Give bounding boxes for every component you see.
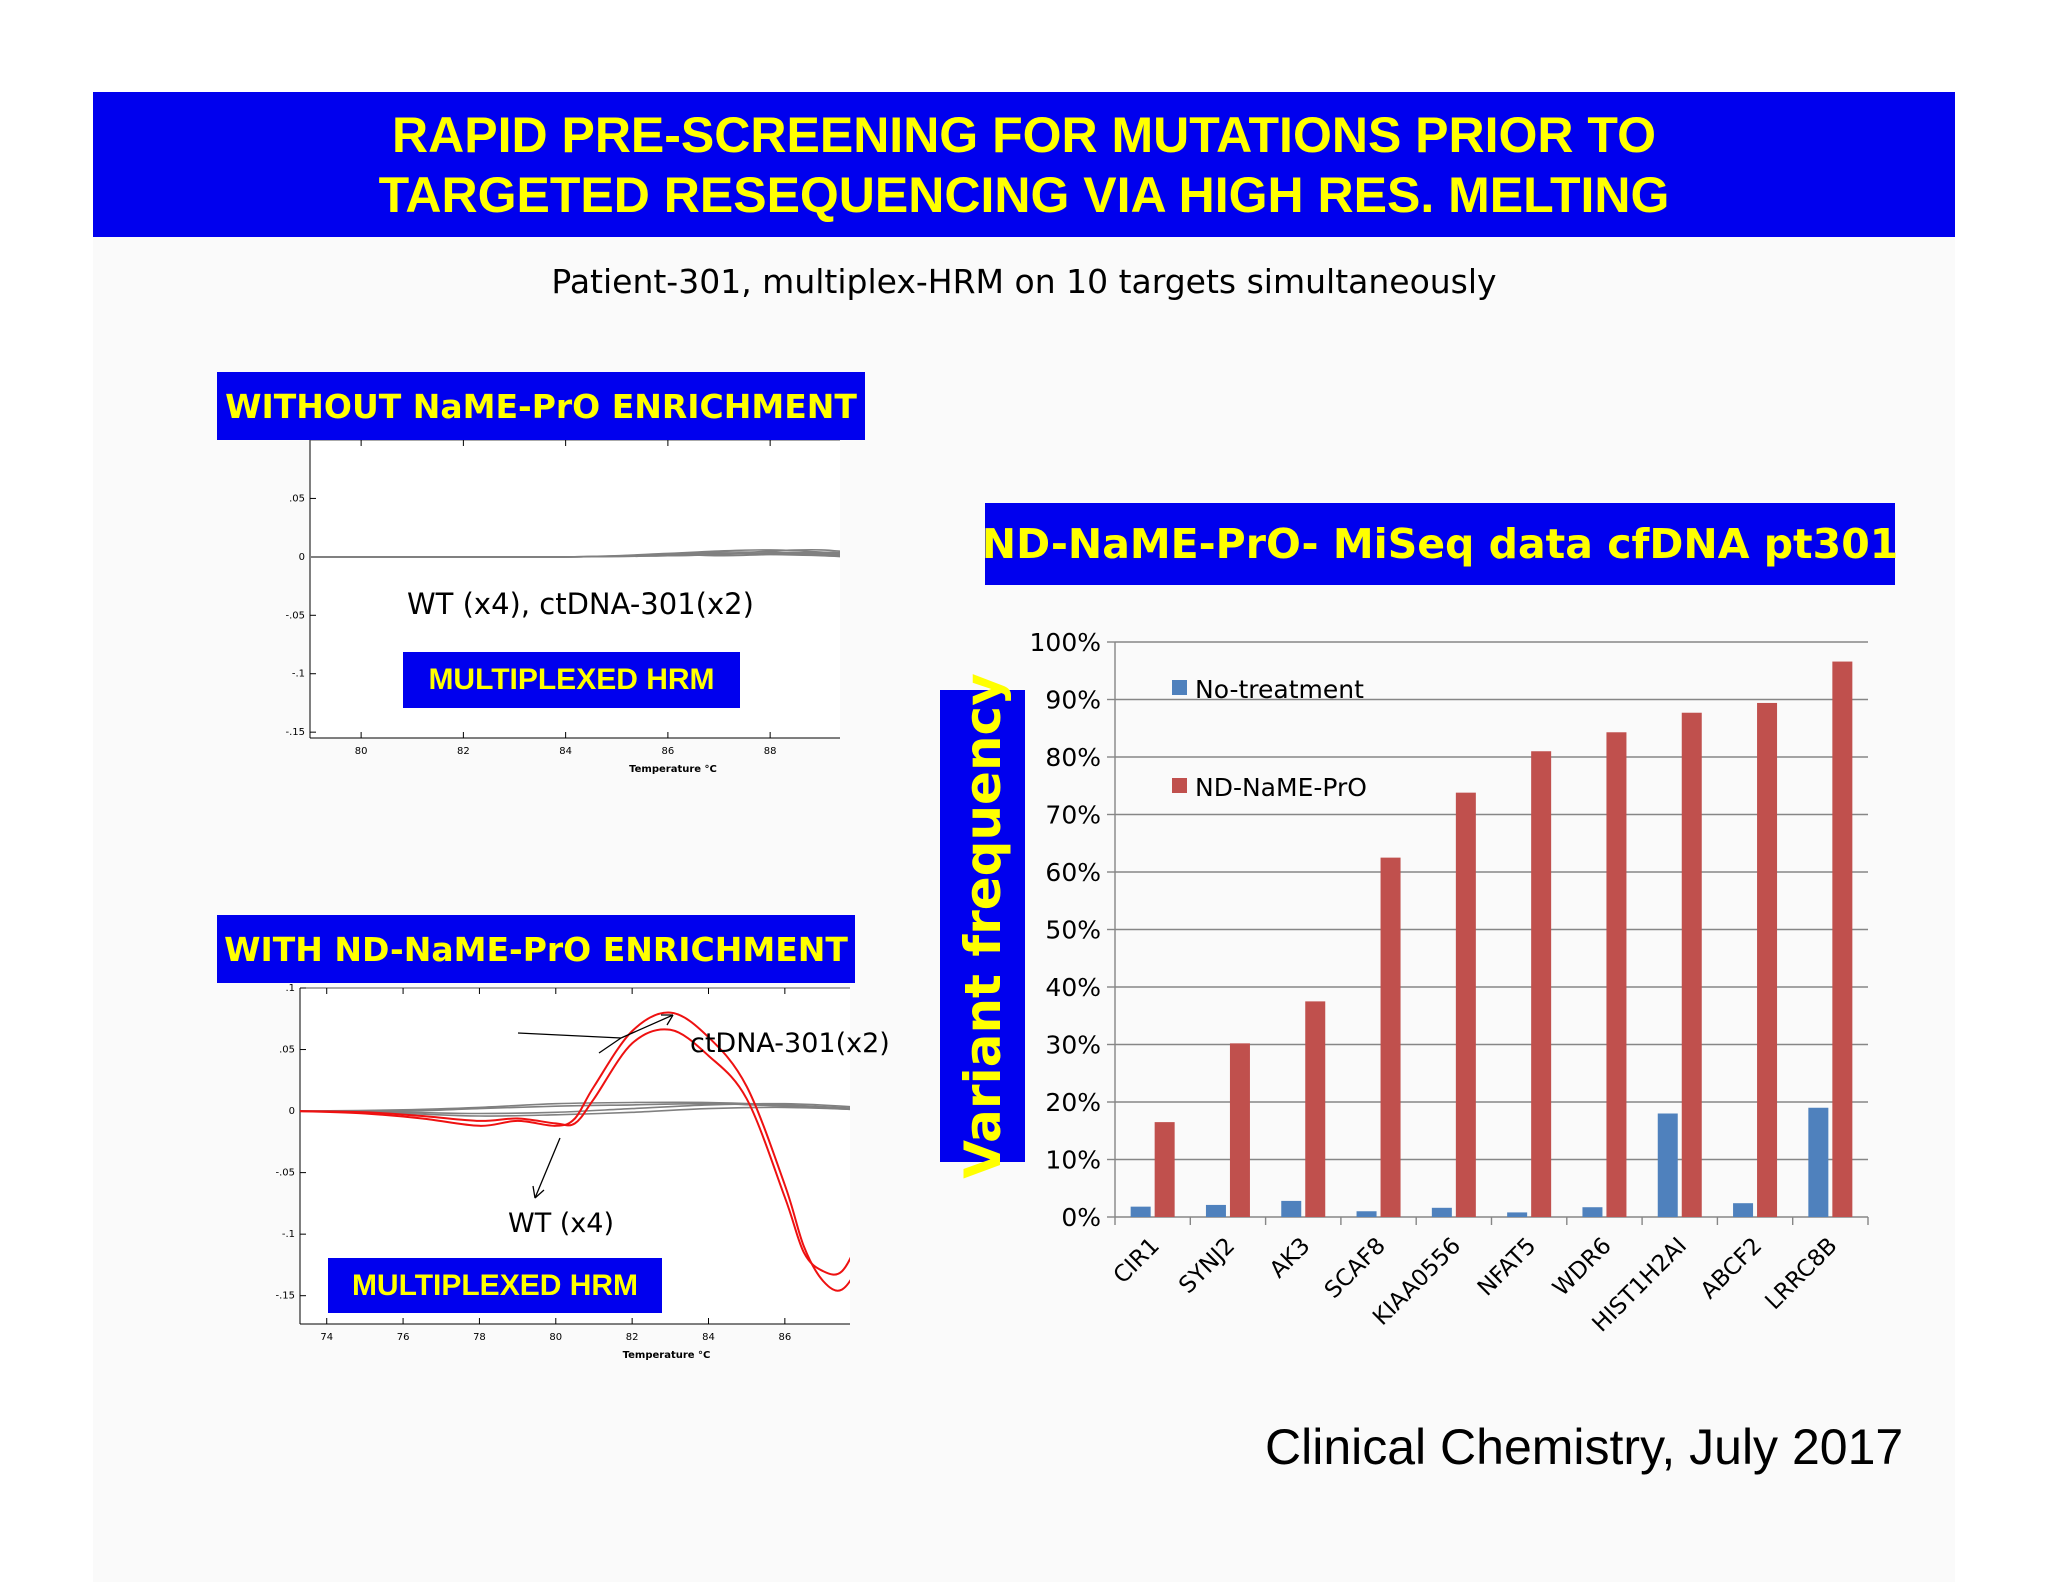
x-tick-label: 80 xyxy=(355,746,368,757)
bar-nd-name-pro-ABCF2 xyxy=(1757,702,1778,1217)
bar-nd-name-pro-AK3 xyxy=(1305,1001,1326,1217)
legend-swatch-2 xyxy=(1172,778,1187,793)
x-tick-label: 86 xyxy=(778,1332,791,1343)
x-tick-label: 76 xyxy=(397,1332,410,1343)
panel-bottom-label: WITH ND-NaME-PrO ENRICHMENT xyxy=(217,915,855,983)
panel-bottom-ct-annotation: ctDNA-301(x2) xyxy=(690,1028,890,1059)
arrow-head-1 xyxy=(661,1014,674,1026)
bar-no-treatment-AK3 xyxy=(1281,1200,1302,1217)
x-tick-label: 82 xyxy=(626,1332,639,1343)
panel-top-label: WITHOUT NaME-PrO ENRICHMENT xyxy=(217,372,865,440)
x-tick-label: NFAT5 xyxy=(1473,1233,1542,1302)
y-tick-label: 70% xyxy=(1045,801,1101,830)
y-tick-label: -.05 xyxy=(275,1168,295,1179)
y-tick-label: -.15 xyxy=(275,1291,295,1302)
arrow-line-1 xyxy=(517,1032,622,1039)
hrm-curve-1 xyxy=(299,1106,850,1117)
x-tick-label: SCAF8 xyxy=(1320,1233,1391,1304)
hrm-curve-4 xyxy=(299,1101,850,1112)
x-tick-label: 86 xyxy=(662,746,675,757)
bar-no-treatment-HIST1H2AI xyxy=(1657,1113,1678,1217)
x-tick-label: ABCF2 xyxy=(1696,1233,1767,1304)
arrow-line-3 xyxy=(598,1037,622,1054)
hrm-curve-3 xyxy=(299,1102,850,1113)
y-tick-label: 20% xyxy=(1045,1088,1101,1117)
y-tick-label: 0% xyxy=(1061,1203,1101,1232)
y-tick-label: -.15 xyxy=(285,727,305,738)
x-tick-label: 84 xyxy=(559,746,572,757)
x-axis-label: Temperature °C xyxy=(629,764,717,775)
hrm-curve-2 xyxy=(299,1102,850,1115)
panel-bottom-hrm-label: MULTIPLEXED HRM xyxy=(328,1258,662,1313)
x-tick-label: 78 xyxy=(473,1332,486,1343)
y-axis-label: Variant frequency xyxy=(954,673,1012,1179)
title-line-2: TARGETED RESEQUENCING VIA HIGH RES. MELT… xyxy=(378,167,1670,223)
citation: Clinical Chemistry, July 2017 xyxy=(1265,1419,1904,1475)
y-tick-label: -.1 xyxy=(292,669,305,680)
x-tick-label: LRRC8B xyxy=(1760,1233,1842,1315)
bar-no-treatment-LRRC8B xyxy=(1808,1107,1829,1217)
y-tick-label: 0 xyxy=(289,1106,295,1117)
panel-bottom-wt-annotation: WT (x4) xyxy=(508,1208,614,1239)
x-tick-label: CIR1 xyxy=(1109,1233,1165,1289)
panel-top-annotation: WT (x4), ctDNA-301(x2) xyxy=(407,587,754,621)
y-tick-label: -.05 xyxy=(285,610,305,621)
x-tick-label: 82 xyxy=(457,746,470,757)
bar-nd-name-pro-KIAA0556 xyxy=(1455,792,1476,1217)
bar-no-treatment-SYNJ2 xyxy=(1205,1204,1226,1217)
bar-nd-name-pro-HIST1H2AI xyxy=(1681,712,1702,1217)
arrow-line-2 xyxy=(620,1014,674,1039)
x-tick-label: 74 xyxy=(320,1332,333,1343)
bar-no-treatment-NFAT5 xyxy=(1507,1212,1528,1217)
x-tick-label: SYNJ2 xyxy=(1174,1233,1240,1299)
bar-no-treatment-KIAA0556 xyxy=(1431,1207,1452,1217)
y-tick-label: 90% xyxy=(1045,686,1101,715)
y-tick-label: -.1 xyxy=(282,1229,295,1240)
title-banner: RAPID PRE-SCREENING FOR MUTATIONS PRIOR … xyxy=(93,92,1955,237)
subtitle: Patient-301, multiplex-HRM on 10 targets… xyxy=(551,262,1497,301)
y-tick-label: 50% xyxy=(1045,916,1101,945)
bar-chart-title: ND-NaME-PrO- MiSeq data cfDNA pt301 xyxy=(982,503,1898,585)
hrm-curve-6 xyxy=(309,551,840,558)
bar-nd-name-pro-WDR6 xyxy=(1606,732,1627,1217)
legend-swatch-1 xyxy=(1172,680,1187,695)
y-tick-label: .05 xyxy=(279,1045,295,1056)
x-tick-label: WDR6 xyxy=(1548,1233,1617,1302)
bar-nd-name-pro-NFAT5 xyxy=(1531,751,1552,1217)
arrow-line-wt xyxy=(534,1137,561,1199)
y-tick-label: 100% xyxy=(1030,628,1101,657)
y-tick-label: 40% xyxy=(1045,973,1101,1002)
bar-chart: Variant frequency 0% 10% 20% 30% 40% 50% 60% 70%… xyxy=(940,628,1869,1337)
bar-no-treatment-ABCF2 xyxy=(1733,1203,1754,1217)
y-tick-label: 80% xyxy=(1045,743,1101,772)
x-tick-label: 88 xyxy=(764,746,777,757)
y-tick-label: .1 xyxy=(285,983,295,994)
legend-label-1: No-treatment xyxy=(1195,675,1364,704)
hrm-curve-5 xyxy=(299,1011,850,1292)
y-tick-label: 0 xyxy=(299,552,305,563)
bar-nd-name-pro-LRRC8B xyxy=(1832,661,1853,1217)
bar-nd-name-pro-SCAF8 xyxy=(1380,857,1401,1217)
y-tick-label: 60% xyxy=(1045,858,1101,887)
y-tick-label: 30% xyxy=(1045,1031,1101,1060)
bar-no-treatment-SCAF8 xyxy=(1356,1211,1377,1217)
x-tick-label: 80 xyxy=(549,1332,562,1343)
legend-label-2: ND-NaME-PrO xyxy=(1195,773,1367,802)
bar-no-treatment-WDR6 xyxy=(1582,1207,1603,1217)
y-axis-label-box xyxy=(940,690,1025,1162)
panel-top-hrm-label: MULTIPLEXED HRM xyxy=(403,652,740,708)
x-tick-label: AK3 xyxy=(1265,1233,1316,1284)
arrow-head-wt xyxy=(532,1185,545,1199)
bar-nd-name-pro-SYNJ2 xyxy=(1229,1043,1250,1217)
x-tick-label: 84 xyxy=(702,1332,715,1343)
bar-nd-name-pro-CIR1 xyxy=(1154,1122,1175,1217)
y-tick-label: .05 xyxy=(289,493,305,504)
x-axis-label: Temperature °C xyxy=(623,1350,711,1361)
y-tick-label: 10% xyxy=(1045,1146,1101,1175)
hrm-curve-6 xyxy=(299,1028,850,1276)
title-line-1: RAPID PRE-SCREENING FOR MUTATIONS PRIOR … xyxy=(392,107,1656,163)
bar-no-treatment-CIR1 xyxy=(1130,1206,1151,1217)
